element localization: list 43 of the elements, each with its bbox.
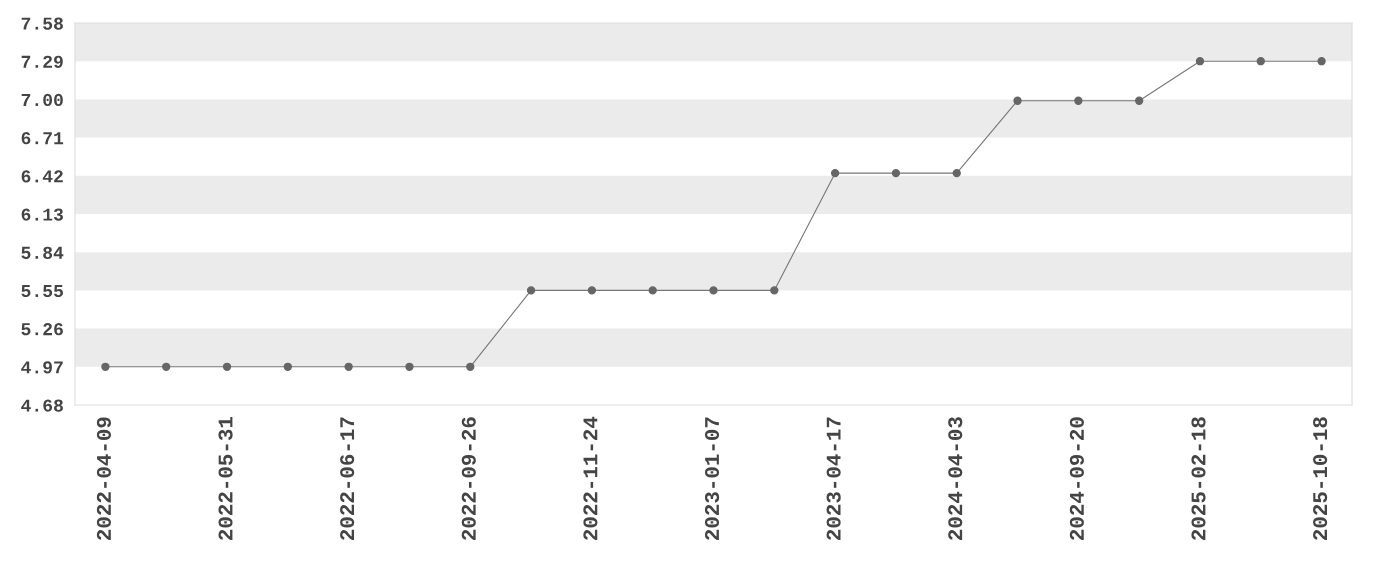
point bbox=[587, 286, 597, 295]
y-tick-label: 5.26 bbox=[21, 323, 63, 336]
x-tick-label: 2024-09-20 bbox=[1069, 417, 1084, 540]
x-tick-label: 2025-02-18 bbox=[1191, 417, 1206, 540]
x-tick-label: 2023-01-07 bbox=[704, 417, 720, 540]
x-tick-label: 2022-11-24 bbox=[583, 416, 598, 540]
x-tick-label: 2024-04-03 bbox=[948, 417, 963, 540]
point bbox=[952, 168, 961, 178]
point bbox=[1195, 57, 1205, 66]
point bbox=[466, 362, 475, 371]
x-tick-label: 2025-10-18 bbox=[1313, 417, 1328, 540]
point bbox=[1013, 96, 1022, 105]
point bbox=[830, 168, 840, 178]
y-tick-label: 6.71 bbox=[21, 132, 64, 145]
point bbox=[648, 286, 657, 295]
x-tick-label: 2022-04-09 bbox=[96, 417, 111, 540]
y-tick-label: 7.00 bbox=[21, 93, 63, 107]
y-tick-label: 4.97 bbox=[21, 361, 63, 374]
point bbox=[1074, 96, 1083, 105]
x-tick-label: 2023-04-17 bbox=[826, 417, 841, 540]
point bbox=[1256, 57, 1265, 66]
point bbox=[344, 362, 353, 371]
point bbox=[1317, 57, 1326, 66]
point bbox=[101, 362, 110, 371]
point bbox=[526, 286, 536, 295]
y-tick-label: 5.84 bbox=[21, 246, 64, 259]
y-tick-label: 7.29 bbox=[21, 55, 63, 68]
point bbox=[405, 362, 414, 371]
y-tick-label: 4.68 bbox=[21, 399, 63, 412]
point bbox=[1134, 96, 1144, 105]
point bbox=[891, 168, 901, 178]
x-tick-label: 2022-09-26 bbox=[461, 417, 476, 540]
x-tick-label: 2022-06-17 bbox=[340, 417, 355, 540]
point bbox=[709, 286, 718, 295]
point bbox=[222, 362, 232, 371]
point bbox=[770, 286, 779, 295]
x-tick-label: 2022-05-31 bbox=[218, 417, 233, 540]
y-tick-label: 6.13 bbox=[21, 208, 63, 221]
y-tick-label: 7.58 bbox=[21, 17, 63, 30]
y-tick-label: 5.55 bbox=[21, 285, 63, 298]
point bbox=[283, 362, 293, 371]
y-tick-label: 6.42 bbox=[21, 170, 63, 183]
point bbox=[162, 362, 171, 371]
